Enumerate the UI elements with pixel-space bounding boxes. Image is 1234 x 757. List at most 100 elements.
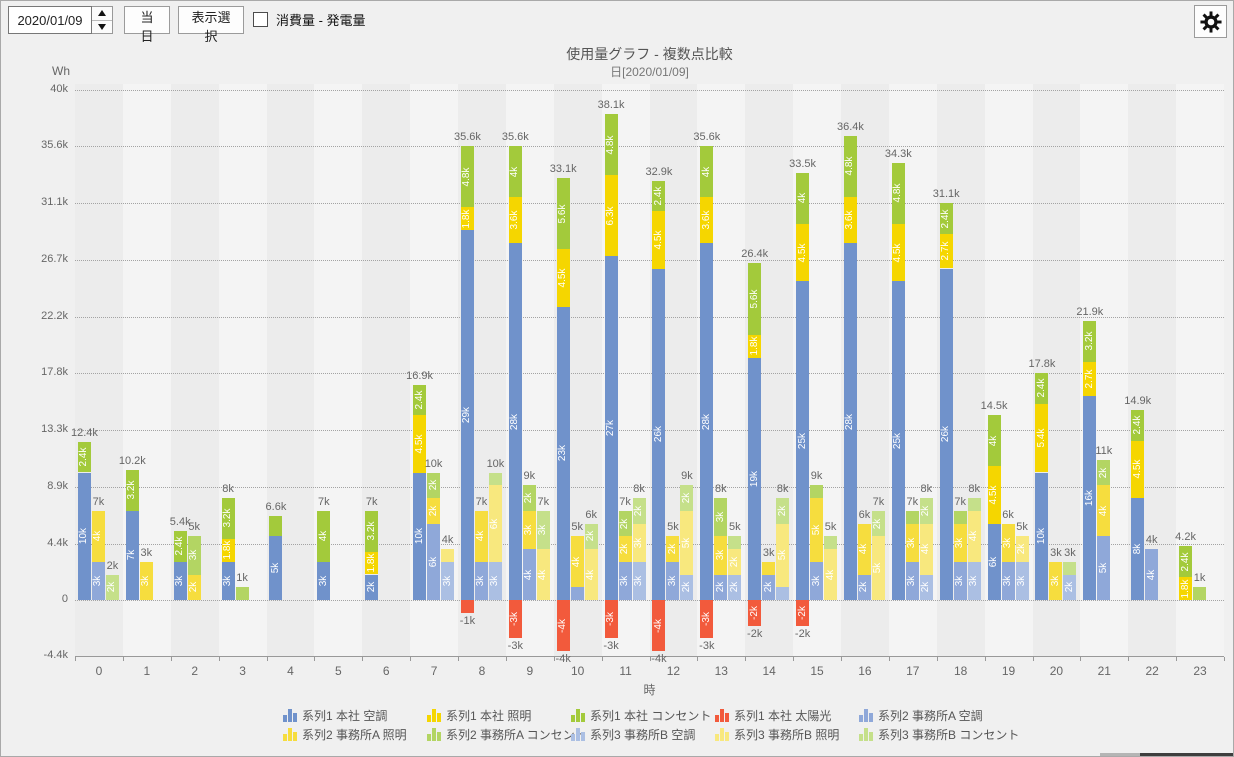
bar-segment-s3_outlet[interactable]	[967, 498, 981, 511]
bar-segment-s2_air[interactable]: 5k	[1097, 536, 1111, 600]
bar-segment-s2_light[interactable]: 2k	[187, 574, 201, 600]
bar-segment-s1_air[interactable]: 10k	[413, 472, 427, 600]
horizontal-scrollbar-thumb[interactable]	[1140, 753, 1233, 756]
bar-segment-s2_light[interactable]: 4k	[474, 510, 488, 562]
bar-segment-s2_light[interactable]: 4k	[570, 536, 584, 588]
bar-segment-s1_light[interactable]: 5.4k	[1035, 403, 1049, 473]
legend-item-s1_air[interactable]: 系列1 本社 空調	[283, 706, 427, 725]
bar-segment-s3_light[interactable]: 5k	[871, 536, 885, 600]
bar-segment-s2_light[interactable]: 4k	[91, 510, 105, 562]
bar-segment-s2_outlet[interactable]	[1193, 587, 1207, 600]
bar-segment-s1_outlet[interactable]: 2.4k	[413, 384, 427, 416]
bar-segment-s1_outlet[interactable]: 4k	[317, 510, 331, 562]
bar-segment-s2_outlet[interactable]: 3k	[714, 498, 728, 537]
bar-segment-s2_outlet[interactable]	[235, 587, 249, 600]
bar-segment-s1_air[interactable]: 28k	[700, 243, 714, 600]
bar-segment-s1_solar[interactable]: -2k	[796, 600, 810, 626]
bar-segment-s1_air[interactable]: 5k	[269, 536, 283, 600]
bar-segment-s1_light[interactable]: 1.8k	[1179, 577, 1193, 600]
bar-segment-s1_outlet[interactable]: 4.8k	[843, 135, 857, 198]
bar-segment-s3_air[interactable]: 3k	[632, 561, 646, 600]
bar-segment-s3_light[interactable]: 3k	[632, 523, 646, 562]
bar-segment-s3_light[interactable]: 4k	[824, 549, 838, 600]
bar-segment-s1_solar[interactable]: -3k	[604, 600, 618, 639]
bar-segment-s1_light[interactable]: 4.5k	[652, 211, 666, 269]
bar-segment-s1_outlet[interactable]: 4k	[700, 146, 714, 198]
bar-segment-s3_air[interactable]	[776, 587, 790, 600]
bar-segment-s1_outlet[interactable]: 4.8k	[891, 162, 905, 224]
bar-segment-s2_air[interactable]: 6k	[427, 523, 441, 600]
bar-segment-s3_air[interactable]: 3k	[967, 561, 981, 600]
bar-segment-s1_light[interactable]: 6.3k	[604, 175, 618, 256]
bar-segment-s1_outlet[interactable]: 4k	[796, 172, 810, 224]
bar-segment-s2_light[interactable]: 2k	[618, 536, 632, 562]
bar-segment-s2_air[interactable]: 2k	[857, 574, 871, 600]
bar-segment-s1_air[interactable]: 3k	[221, 561, 235, 600]
bar-segment-s1_air[interactable]: 26k	[939, 268, 953, 600]
bar-segment-s1_outlet[interactable]: 2.4k	[1179, 546, 1193, 578]
bar-segment-s1_air[interactable]: 6k	[987, 523, 1001, 600]
bar-segment-s2_air[interactable]: 3k	[1001, 561, 1015, 600]
bar-segment-s1_air[interactable]: 16k	[1083, 396, 1097, 600]
bar-segment-s3_air[interactable]: 3k	[441, 561, 455, 600]
bar-segment-s2_outlet[interactable]: 2k	[1097, 459, 1111, 486]
display-select-button[interactable]: 表示選択	[178, 6, 244, 44]
bar-segment-s1_light[interactable]: 3.6k	[700, 197, 714, 243]
bar-segment-s1_light[interactable]: 2.7k	[939, 234, 953, 269]
bar-segment-s2_air[interactable]: 3k	[810, 561, 824, 600]
bar-segment-s1_air[interactable]: 27k	[604, 255, 618, 600]
bar-segment-s1_outlet[interactable]: 4k	[987, 415, 1001, 467]
bar-segment-s3_air[interactable]: 2k	[1063, 574, 1077, 600]
today-button[interactable]: 当日	[124, 6, 170, 44]
bar-segment-s1_light[interactable]: 1.8k	[460, 207, 474, 231]
bar-segment-s2_air[interactable]: 3k	[905, 561, 919, 600]
bar-segment-s1_air[interactable]: 23k	[556, 306, 570, 600]
bar-segment-s1_air[interactable]: 2k	[365, 574, 379, 600]
bar-segment-s3_light[interactable]: 4k	[919, 523, 933, 575]
bar-segment-s1_outlet[interactable]: 2.4k	[173, 531, 187, 562]
bar-segment-s1_solar[interactable]: -4k	[652, 600, 666, 651]
bar-segment-s2_light[interactable]: 3k	[905, 523, 919, 562]
bar-segment-s2_light[interactable]: 3k	[953, 523, 967, 562]
legend-item-s3_outlet[interactable]: 系列3 事務所B コンセント	[859, 725, 1019, 744]
bar-segment-s2_air[interactable]: 3k	[618, 561, 632, 600]
bar-segment-s3_outlet[interactable]: 2k	[871, 510, 885, 537]
date-spin-down-button[interactable]	[92, 19, 112, 33]
bar-segment-s1_outlet[interactable]: 2.4k	[77, 441, 91, 473]
bar-segment-s2_outlet[interactable]	[953, 510, 967, 524]
bar-segment-s3_outlet[interactable]: 2k	[919, 498, 933, 524]
bar-segment-s1_light[interactable]: 4.5k	[1131, 440, 1145, 498]
bar-segment-s3_outlet[interactable]: 2k	[776, 498, 790, 524]
bar-segment-s3_light[interactable]: 5k	[680, 510, 694, 575]
bar-segment-s1_outlet[interactable]: 2.4k	[939, 203, 953, 235]
bar-segment-s2_light[interactable]: 3k	[139, 561, 153, 600]
settings-button[interactable]	[1194, 5, 1227, 38]
bar-segment-s1_light[interactable]: 4.5k	[987, 466, 1001, 524]
bar-segment-s1_outlet[interactable]: 4.8k	[604, 114, 618, 176]
bar-segment-s2_light[interactable]: 2k	[427, 498, 441, 524]
bar-segment-s2_air[interactable]: 3k	[953, 561, 967, 600]
bar-segment-s3_air[interactable]: 2k	[728, 574, 742, 600]
legend-item-s2_light[interactable]: 系列2 事務所A 照明	[283, 725, 427, 744]
bar-segment-s2_light[interactable]: 3k	[1001, 523, 1015, 562]
bar-segment-s2_air[interactable]: 3k	[666, 561, 680, 600]
bar-segment-s2_air[interactable]: 4k	[1145, 549, 1159, 600]
bar-segment-s1_outlet[interactable]: 4k	[508, 146, 522, 198]
bar-segment-s1_air[interactable]: 25k	[796, 281, 810, 600]
bar-segment-s2_air[interactable]: 2k	[714, 574, 728, 600]
bar-segment-s3_outlet[interactable]: 2k	[584, 523, 598, 549]
bar-segment-s2_light[interactable]: 5k	[810, 498, 824, 562]
legend-item-s3_air[interactable]: 系列3 事務所B 空調	[571, 725, 715, 744]
bar-segment-s1_outlet[interactable]: 2.4k	[1131, 410, 1145, 441]
bar-segment-s2_outlet[interactable]: 3k	[187, 536, 201, 575]
bar-segment-s2_air[interactable]	[570, 587, 584, 600]
bar-segment-s1_outlet[interactable]	[269, 515, 283, 537]
bar-segment-s1_air[interactable]: 25k	[891, 281, 905, 600]
bar-segment-s2_light[interactable]	[762, 561, 776, 575]
bar-segment-s2_light[interactable]: 3k	[714, 536, 728, 575]
bar-segment-s1_solar[interactable]	[460, 600, 474, 613]
bar-segment-s2_air[interactable]: 2k	[762, 574, 776, 600]
bar-segment-s3_outlet[interactable]	[488, 472, 502, 486]
bar-segment-s1_outlet[interactable]: 3.2k	[365, 510, 379, 552]
bar-segment-s3_air[interactable]: 3k	[488, 561, 502, 600]
